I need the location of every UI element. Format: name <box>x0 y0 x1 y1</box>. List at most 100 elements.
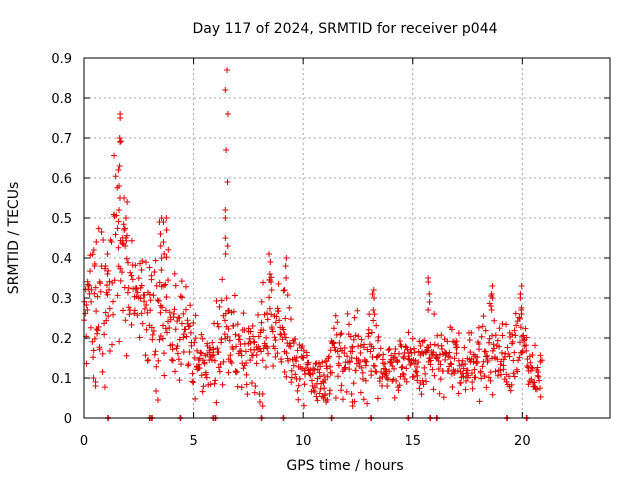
data-point <box>431 372 438 379</box>
data-point <box>157 231 164 237</box>
data-point <box>371 363 378 370</box>
data-point <box>284 291 291 298</box>
data-point <box>142 259 149 266</box>
data-point <box>206 349 213 356</box>
data-point <box>128 272 135 279</box>
data-point <box>262 363 269 370</box>
data-point <box>360 344 367 351</box>
data-point <box>468 355 475 362</box>
data-point <box>380 365 387 372</box>
data-point <box>415 348 422 355</box>
data-point <box>427 357 434 364</box>
data-point <box>311 388 318 395</box>
data-point <box>182 306 189 313</box>
data-point <box>139 258 146 265</box>
data-point <box>343 388 350 395</box>
data-point <box>215 364 222 371</box>
data-point <box>106 286 113 293</box>
data-point <box>273 313 280 320</box>
data-point <box>365 333 372 340</box>
data-point <box>116 338 123 345</box>
data-point <box>334 373 341 380</box>
data-point <box>153 282 160 289</box>
data-point <box>425 307 432 313</box>
data-point <box>414 372 421 379</box>
data-point <box>271 334 278 341</box>
data-point <box>174 343 181 350</box>
y-tick-label: 0.7 <box>51 132 72 147</box>
data-point <box>316 373 323 380</box>
data-point <box>331 344 338 351</box>
data-point <box>93 239 100 245</box>
data-point <box>268 279 275 285</box>
data-point <box>163 254 170 261</box>
data-point <box>288 374 295 381</box>
data-point <box>172 368 179 375</box>
data-point <box>455 390 462 397</box>
data-point <box>454 344 461 351</box>
data-point <box>338 387 345 394</box>
data-point <box>396 338 403 345</box>
data-point <box>123 255 130 262</box>
data-point <box>227 352 234 359</box>
data-point <box>359 369 366 376</box>
data-point <box>104 271 111 277</box>
data-point <box>351 314 358 321</box>
data-point <box>172 282 179 289</box>
data-point <box>165 277 172 284</box>
data-point <box>354 307 361 314</box>
data-point <box>392 346 399 353</box>
data-point <box>104 282 111 289</box>
data-point <box>500 362 507 369</box>
data-point <box>322 391 329 397</box>
data-point <box>106 305 113 312</box>
data-point <box>91 263 98 269</box>
data-point <box>440 394 447 401</box>
data-point <box>259 403 266 409</box>
data-point <box>308 377 315 384</box>
data-point <box>91 335 98 342</box>
data-point <box>114 292 121 299</box>
data-point <box>150 292 157 299</box>
data-point <box>151 351 158 358</box>
data-point <box>457 379 464 386</box>
data-point <box>216 303 223 310</box>
data-point <box>182 283 189 290</box>
data-point <box>327 363 334 370</box>
data-point <box>268 287 275 293</box>
data-point <box>509 331 516 338</box>
data-point <box>399 370 406 377</box>
data-point <box>469 379 476 386</box>
data-point <box>158 255 165 261</box>
x-tick-label: 20 <box>514 434 531 449</box>
data-point <box>341 345 348 352</box>
y-tick-label: 0.5 <box>51 212 72 227</box>
data-point <box>490 341 497 348</box>
data-point <box>429 366 436 373</box>
y-tick-label: 0.3 <box>51 292 72 307</box>
data-point <box>196 355 203 362</box>
data-point <box>374 337 381 344</box>
data-point <box>194 347 201 354</box>
data-point <box>341 350 348 357</box>
data-point <box>391 365 398 372</box>
data-point <box>305 359 312 366</box>
data-points <box>81 67 545 409</box>
data-point <box>295 382 302 389</box>
x-tick-label: 10 <box>295 434 312 449</box>
data-point <box>266 294 273 301</box>
chart-title: Day 117 of 2024, SRMTID for receiver p04… <box>192 21 497 37</box>
data-point <box>86 282 93 289</box>
data-point <box>403 378 410 385</box>
data-point <box>489 332 496 339</box>
data-point <box>444 338 451 345</box>
data-point <box>293 358 300 365</box>
data-point <box>535 373 542 380</box>
data-point <box>508 381 515 388</box>
data-point <box>365 326 372 333</box>
data-point <box>197 349 204 356</box>
data-point <box>294 387 301 394</box>
data-point <box>101 331 108 338</box>
data-point <box>138 282 145 289</box>
data-point <box>163 215 170 221</box>
